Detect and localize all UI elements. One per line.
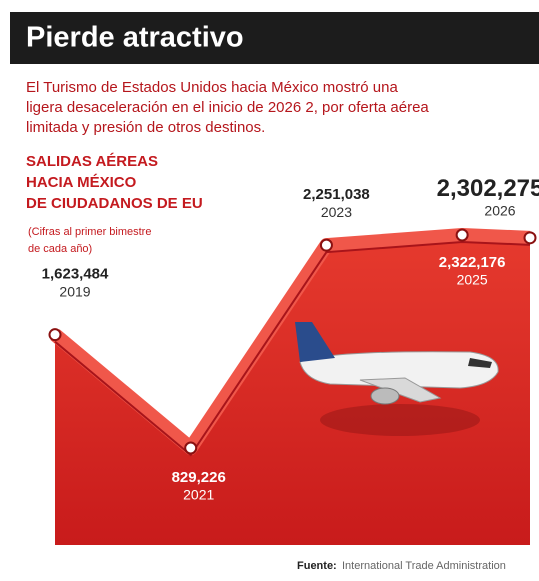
source: International Trade Administration — [342, 560, 506, 572]
area — [55, 235, 530, 545]
source-label: Fuente: — [297, 560, 337, 572]
series-label: SALIDAS AÉREAS — [26, 153, 158, 170]
title-bar — [10, 12, 539, 64]
line-edge — [54, 240, 531, 457]
value-label: 1,623,484 — [42, 266, 109, 283]
value-label: 2,302,275 — [437, 175, 539, 202]
year-label: 2019 — [59, 283, 90, 299]
subtitle: ligera desaceleración en el inicio de 20… — [26, 99, 429, 116]
chart-title: Pierde atractivo — [26, 22, 244, 54]
series-label: HACIA MÉXICO — [26, 174, 137, 191]
value-label: 2,251,038 — [303, 186, 370, 203]
airplane — [295, 322, 499, 436]
note: de cada año) — [28, 243, 92, 255]
series-label: DE CIUDADANOS DE EU — [26, 195, 203, 212]
year-label: 2026 — [484, 203, 515, 219]
point — [319, 238, 333, 252]
year-label: 2023 — [321, 204, 352, 220]
subtitle: El Turismo de Estados Unidos hacia Méxic… — [26, 79, 398, 96]
value-label: 829,226 — [172, 469, 226, 486]
note: (Cifras al primer bimestre — [28, 226, 151, 238]
year-label: 2021 — [183, 487, 214, 503]
value-label: 2,322,176 — [439, 254, 506, 271]
year-label: 2025 — [457, 272, 488, 288]
point — [455, 228, 469, 242]
point — [48, 328, 62, 342]
subtitle: limitada y presión de otros destinos. — [26, 119, 265, 136]
point — [184, 441, 198, 455]
point — [523, 231, 537, 245]
